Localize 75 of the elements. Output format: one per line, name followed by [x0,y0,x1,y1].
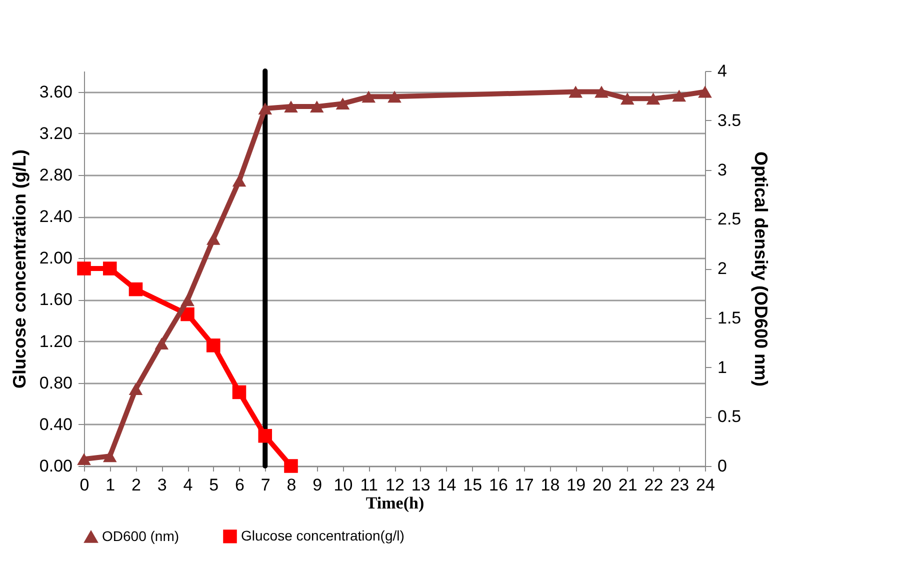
legend-label: OD600 (nm) [102,528,180,544]
point [154,338,169,350]
x-tick-label: 9 [312,476,322,494]
point [258,102,272,114]
point [180,294,194,306]
point [310,100,324,113]
x-tick-label: 13 [411,476,430,494]
x-tick-label: 23 [670,476,690,494]
point [258,428,272,443]
x-tick-label: 14 [437,476,456,494]
x-tick-label: 22 [644,476,664,494]
point [284,100,298,113]
y2-tick-label: 0.5 [718,407,742,426]
point [698,86,712,98]
x-tick-label: 16 [489,476,508,494]
y-tick-label: 3.20 [39,124,72,143]
x-tick-label: 12 [386,476,404,494]
point [128,383,143,395]
x-tick-label: 11 [360,476,378,494]
y2-tick-label: 2 [718,259,727,278]
point [206,338,220,352]
x-tick-label: 8 [286,476,296,494]
x-tick-label: 15 [463,476,482,494]
point [77,453,91,466]
y2-tick-label: 1 [718,358,727,377]
point [594,86,608,98]
point [206,232,220,245]
point [128,282,143,296]
x-tick-label: 0 [80,476,90,494]
x-tick-label: 24 [696,476,715,494]
point [102,450,117,462]
legend-label: Glucose concentration(g/l) [241,527,404,544]
y-tick-label: 2.80 [39,165,72,184]
y2-tick-label: 0 [718,456,727,476]
y2-tick-label: 3 [718,160,727,180]
point [388,90,402,103]
y-tick-label: 0.40 [39,414,72,434]
point [77,262,91,276]
point [232,174,246,187]
point [336,98,350,110]
x-tick-label: 18 [540,476,560,494]
x-tick-label: 5 [209,476,219,494]
y-tick-label: 2.00 [39,248,72,268]
x-tick-label: 2 [132,476,141,494]
y-tick-label: 1.60 [39,290,72,310]
x-tick-label: 10 [334,476,353,494]
point [646,92,660,105]
x-tick-label: 20 [592,476,612,494]
point [568,86,583,98]
y2-tick-label: 4 [718,62,727,80]
x-tick-label: 6 [235,476,244,494]
y-tick-label: 3.60 [39,82,72,102]
y2-tick-label: 3.5 [718,110,742,130]
x-axis-title: Time(h) [366,494,424,512]
point [284,459,298,473]
y2-tick-label: 1.5 [718,308,742,328]
point [620,92,634,105]
x-tick-label: 21 [618,476,638,494]
y-tick-label: 2.40 [39,207,72,226]
x-tick-label: 17 [514,476,534,494]
x-tick-label: 19 [566,476,586,494]
point [232,385,246,400]
y-axis-title: Glucose concentration (g/L) [9,149,30,389]
x-tick-label: 4 [183,476,193,494]
y2-tick-label: 2.5 [718,210,742,229]
y-tick-label: 0.00 [39,456,72,476]
y-tick-label: 0.80 [39,373,72,392]
x-tick-label: 7 [260,476,270,494]
point [362,90,376,103]
point [102,262,117,276]
x-tick-label: 1 [106,476,116,494]
point [672,90,686,102]
x-tick-label: 3 [157,476,167,494]
y-tick-label: 1.20 [39,332,72,351]
y2-axis-title: Optical density (OD600 nm) [751,151,772,387]
